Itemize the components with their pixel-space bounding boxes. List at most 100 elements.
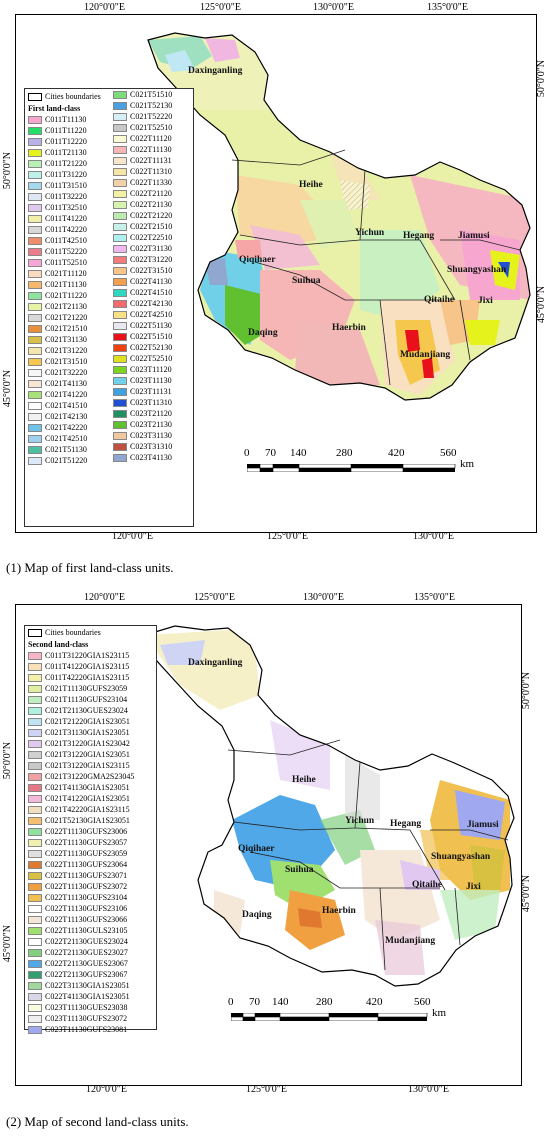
legend-label: C022T21220 [130, 211, 173, 220]
legend-item: C021T32220 [28, 367, 108, 378]
legend-swatch [28, 357, 42, 366]
legend-swatch [28, 214, 42, 223]
legend-label: C023T21130 [130, 420, 172, 429]
legend-label: C023T21120 [130, 409, 172, 418]
scale-unit: km [432, 1007, 447, 1019]
legend-item: C022T42130 [113, 298, 193, 309]
legend-label: C011T52510 [45, 258, 87, 267]
legend-label: C023T11131 [130, 387, 172, 396]
legend-swatch [28, 959, 42, 968]
legend-label: C021T31220GIA1S23051 [45, 750, 130, 759]
legend-label: C021T11220 [45, 291, 87, 300]
top-tick-label: 120°0'0"E [84, 2, 125, 13]
land-class-map [147, 32, 531, 401]
legend-item: C021T52130 [113, 100, 193, 111]
legend-item: C022T11130GUFS23064 [28, 859, 154, 870]
legend-swatch [28, 324, 42, 333]
bottom-tick-label: 120°0'0"E [112, 531, 153, 542]
legend-label: C022T41130GIA1S23051 [45, 992, 130, 1001]
legend-swatch [113, 354, 127, 363]
legend-label: C021T21510 [45, 324, 88, 333]
legend-item: C021T31510 [28, 356, 108, 367]
legend-item: C022T11130GULS23105 [28, 925, 154, 936]
legend-item: C021T52220 [113, 111, 193, 122]
legend-swatch [28, 302, 42, 311]
legend-label: C021T41130 [45, 379, 87, 388]
legend-label: C021T21220 [45, 313, 88, 322]
legend-swatch [113, 112, 127, 121]
legend-swatch [28, 904, 42, 913]
legend-item: C022T21130GUFS23067 [28, 969, 154, 980]
scale-label: 140 [272, 996, 289, 1008]
legend-item: C022T31130 [113, 243, 193, 254]
legend-item: C022T21510 [113, 221, 193, 232]
legend-swatch [113, 343, 127, 352]
legend-item: C021T11130 [28, 279, 108, 290]
legend-label: C021T42510 [45, 434, 88, 443]
legend-item: C011T52510 [28, 257, 108, 268]
city-label: Daqing [242, 910, 272, 920]
legend-item: C021T41220GIA1S23051 [28, 793, 154, 804]
legend-label: C011T41220 [45, 214, 87, 223]
legend-swatch [28, 434, 42, 443]
scale-bar: 0 70 140 280 420 560 km [224, 996, 504, 1044]
legend-label: C021T52130 [130, 101, 173, 110]
legend-item: C021T52130GIA1S23051 [28, 815, 154, 826]
city-label: Heihe [299, 180, 323, 190]
legend-swatch [113, 442, 127, 451]
legend-label: C023T11120 [130, 365, 172, 374]
legend-item: C022T22510 [113, 232, 193, 243]
city-label: Daqing [248, 328, 278, 338]
legend-swatch [28, 115, 42, 124]
legend-label: C021T31510 [45, 357, 88, 366]
legend-label: C022T42130 [130, 299, 173, 308]
legend-label: C022T52510 [130, 354, 173, 363]
legend-swatch [28, 456, 42, 465]
legend-label: C021T41220 [45, 390, 88, 399]
legend-swatch [28, 192, 42, 201]
legend-label: C011T21130 [45, 148, 87, 157]
legend-swatch [28, 662, 42, 671]
legend-column: Cities boundaries Second land-class C011… [28, 627, 154, 1035]
city-label: Jiamusi [458, 231, 490, 241]
legend-label: C021T32220 [45, 368, 88, 377]
legend-label: C011T31510 [45, 181, 87, 190]
scale-label: 70 [265, 447, 276, 459]
legend-swatch [113, 376, 127, 385]
legend-item: C022T51510 [113, 331, 193, 342]
legend-swatch [28, 313, 42, 322]
legend-swatch [28, 684, 42, 693]
legend-item: C021T31220GIA1S23051 [28, 749, 154, 760]
legend-item: C022T11120 [113, 133, 193, 144]
city-label: Qitaihe [412, 880, 443, 890]
top-tick-label: 125°0'0"E [200, 2, 241, 13]
legend-swatch [28, 346, 42, 355]
legend-item: C022T21130 [113, 199, 193, 210]
top-tick-label: 130°0'0"E [313, 2, 354, 13]
legend-label: C021T42220GIA1S23115 [45, 805, 130, 814]
legend-label: C022T11330 [130, 178, 172, 187]
legend-swatch [28, 695, 42, 704]
legend-item: C011T42510 [28, 235, 108, 246]
legend-label: C021T51130 [45, 445, 87, 454]
legend-item: C021T11130GUFS23059 [28, 683, 154, 694]
map-legend: Cities boundaries Second land-class C011… [24, 625, 157, 1034]
legend-item: C011T42220 [28, 224, 108, 235]
legend-label: C011T12220 [45, 137, 87, 146]
legend-swatch [113, 453, 127, 462]
legend-label: C022T11130GUFS23064 [45, 860, 128, 869]
legend-label: C021T31220GIA1S23042 [45, 739, 130, 748]
city-label: Jixi [466, 882, 481, 892]
legend-swatch [113, 332, 127, 341]
legend-item: C022T11130GUFS23059 [28, 848, 154, 859]
legend-item: C022T51130 [113, 320, 193, 331]
legend-label: C023T11130GUES23038 [45, 1003, 128, 1012]
legend-swatch [28, 860, 42, 869]
legend-column-2: C021T51510 C021T52130 C021T52220 C021T52510… [113, 89, 193, 463]
legend-label: C022T21130GUES23067 [45, 959, 128, 968]
legend-label: C022T11130GUFS23066 [45, 915, 128, 924]
legend-swatch [113, 123, 127, 132]
scale-label: 0 [244, 447, 250, 459]
legend-label: C023T41130 [130, 453, 172, 462]
legend-swatch [28, 258, 42, 267]
